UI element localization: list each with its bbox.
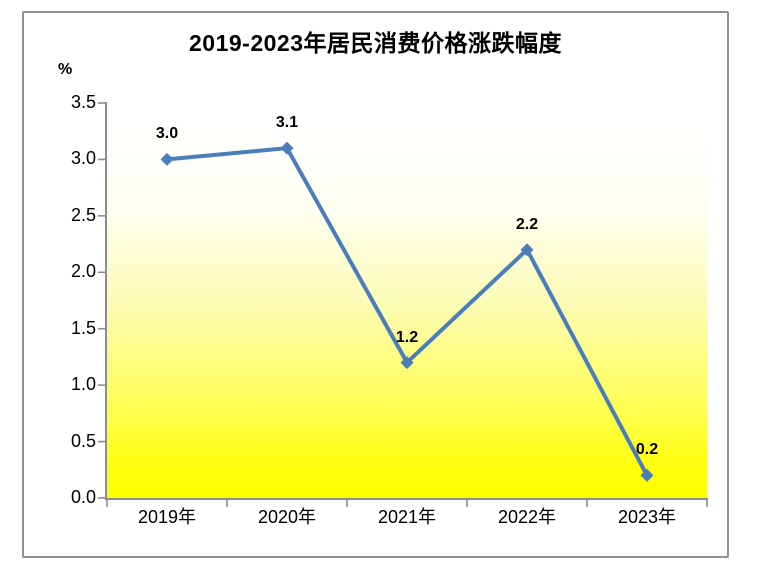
y-axis-unit-label: % [58,61,73,78]
data-label: 2.2 [515,215,539,233]
data-label: 1.2 [395,328,419,346]
x-tick-label: 2023年 [617,507,677,527]
data-point-marker [160,152,174,166]
x-tick-label: 2022年 [497,507,557,527]
y-tick-label: 1.5 [70,317,96,338]
y-tick-label: 2.5 [70,204,96,225]
data-label: 0.2 [635,441,659,459]
y-tick-label: 2.0 [70,261,96,282]
y-tick-label: 3.0 [70,148,96,169]
data-label: 3.0 [155,125,179,143]
chart-title: 2019-2023年居民消费价格涨跌幅度 [189,30,562,56]
y-tick-label: 0.0 [70,487,96,507]
x-tick-label: 2021年 [377,507,437,527]
data-label: 3.1 [275,114,299,132]
y-tick-label: 1.0 [70,374,96,395]
x-tick-label: 2020年 [257,507,317,527]
x-tick-label: 2019年 [137,507,197,527]
data-point-marker [400,356,414,370]
data-point-marker [640,468,654,482]
data-point-marker [520,243,534,257]
plot-background [107,103,707,498]
y-tick-label: 3.5 [70,92,96,112]
y-tick-label: 0.5 [70,430,96,451]
data-point-marker [280,141,294,155]
